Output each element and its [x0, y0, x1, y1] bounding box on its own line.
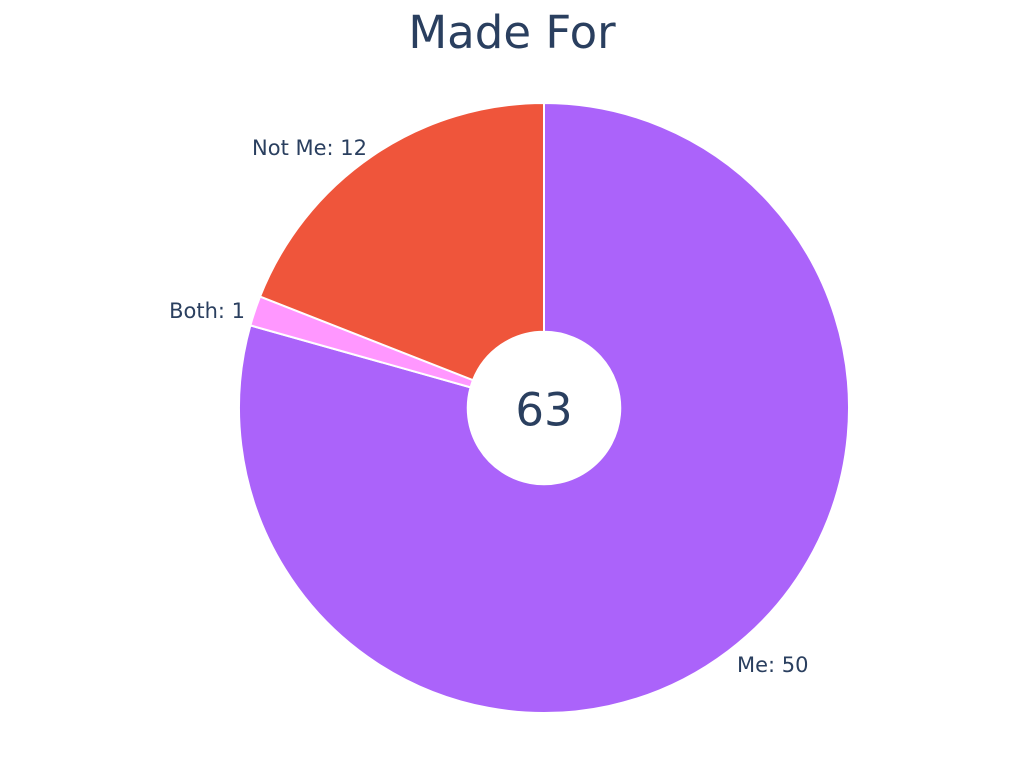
- pie-slice-me[interactable]: [238, 101, 850, 714]
- center-total-value: 63: [515, 383, 573, 437]
- pie-slice-not-me[interactable]: [258, 101, 545, 382]
- slice-label-not-me: Not Me: 12: [252, 136, 367, 160]
- slice-label-both: Both: 1: [169, 299, 245, 323]
- slice-label-me: Me: 50: [737, 653, 809, 677]
- chart-title: Made For: [408, 6, 616, 59]
